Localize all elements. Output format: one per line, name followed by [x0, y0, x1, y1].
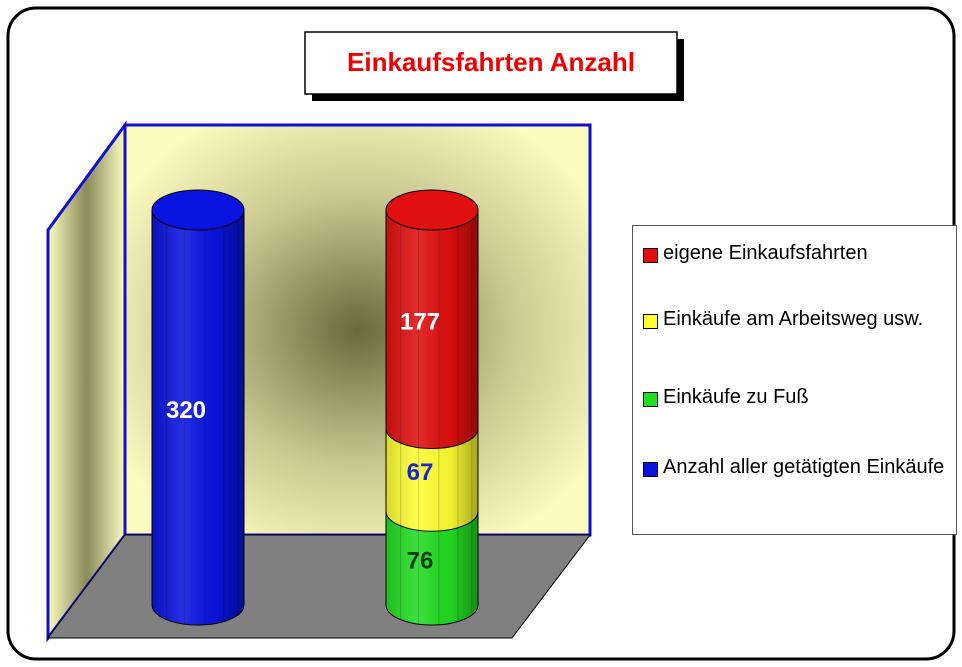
- value-label: 320: [166, 397, 206, 424]
- legend-label: Einkäufe am Arbeitsweg usw.: [663, 308, 924, 330]
- legend-swatch: [643, 392, 658, 407]
- value-label: 177: [400, 309, 440, 336]
- cylinder-shade: [152, 210, 244, 625]
- cylinder-top: [151, 189, 245, 231]
- legend-swatch: [643, 314, 658, 329]
- legend-swatch: [643, 248, 658, 263]
- title-box: [304, 31, 678, 95]
- legend-swatch: [643, 462, 658, 477]
- legend-entry: Einkäufe zu Fuß: [643, 384, 948, 410]
- legend-label: eigene Einkaufsfahrten: [663, 242, 868, 264]
- floor: [47, 534, 592, 639]
- cylinder-top: [385, 189, 479, 231]
- chart-title: Einkaufsfahrten Anzahl: [347, 47, 635, 77]
- cylinder-shade: [386, 511, 478, 625]
- legend: eigene Einkaufsfahrten Einkäufe am Arbeit…: [632, 225, 957, 535]
- legend-label: Einkäufe zu Fuß: [663, 386, 809, 408]
- cylinder-shade: [386, 428, 479, 532]
- value-label: 67: [407, 459, 434, 486]
- legend-entry: eigene Einkaufsfahrten: [643, 240, 948, 266]
- value-label: 76: [407, 547, 434, 574]
- legend-entry: Anzahl aller getätigten Einkäufe: [643, 454, 948, 480]
- legend-label: Anzahl aller getätigten Einkäufe: [663, 456, 945, 478]
- cylinder-shade: [386, 210, 479, 449]
- legend-entry: Einkäufe am Arbeitsweg usw.: [643, 306, 948, 332]
